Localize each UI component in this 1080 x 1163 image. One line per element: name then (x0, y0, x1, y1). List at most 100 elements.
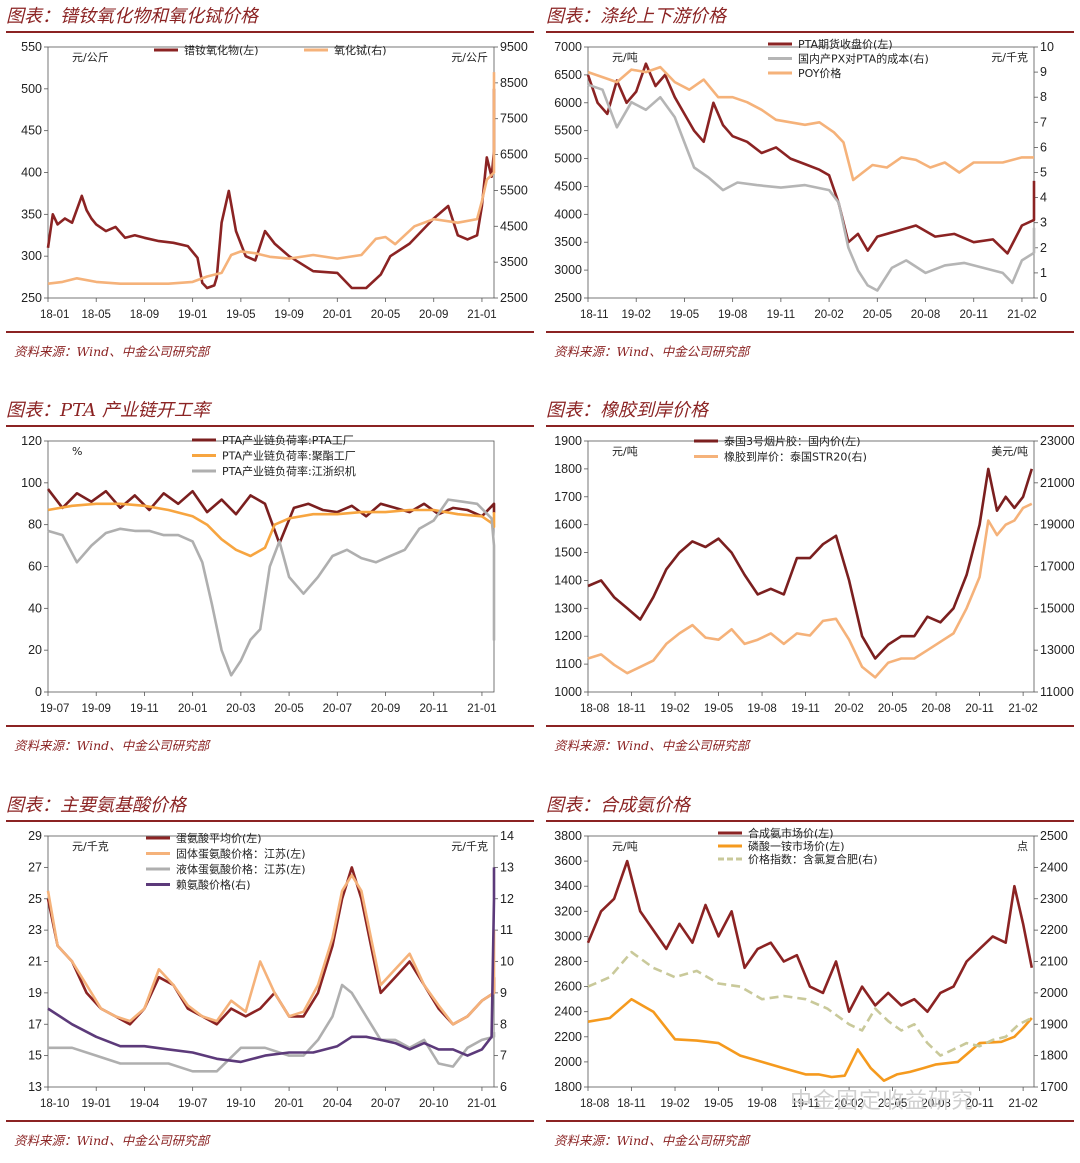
x-tick-label: 20-08 (921, 703, 950, 715)
x-tick-label: 20-10 (419, 1098, 448, 1110)
right-tick-label: 6500 (500, 148, 528, 162)
left-tick-label: 17 (28, 1017, 42, 1031)
left-tick-label: 20 (28, 643, 42, 657)
x-tick-label: 20-05 (371, 309, 400, 321)
left-tick-label: 300 (21, 249, 42, 263)
chart-title: 图表：合成氨价格 (546, 795, 690, 816)
x-tick-label: 21-01 (467, 309, 496, 321)
left-tick-label: 3000 (554, 929, 582, 943)
x-tick-label: 19-09 (274, 309, 303, 321)
chart-svg: 250 300 350 400 450 500 550 2500 3500 4500 5500 650… (6, 31, 534, 333)
x-tick-label: 20-08 (911, 309, 940, 321)
x-tick-label: 18-05 (82, 309, 111, 321)
x-tick-label: 20-01 (323, 309, 352, 321)
left-tick-label: 1000 (554, 685, 582, 699)
left-tick-label: 500 (21, 82, 42, 96)
chart-panel-amino-acid: 图表：主要氨基酸价格 13 15 17 19 21 23 25 27 29 6 7 8 9 10 11 12 1… (6, 793, 534, 1163)
left-tick-label: 15 (28, 1049, 42, 1063)
x-tick-label: 18-09 (130, 309, 159, 321)
x-tick-label: 20-05 (878, 703, 907, 715)
x-tick-label: 19-05 (226, 309, 255, 321)
right-tick-label: 9 (1040, 65, 1047, 79)
right-tick-label: 10 (1040, 40, 1054, 54)
left-tick-label: 2500 (554, 291, 582, 305)
x-tick-label: 20-02 (814, 309, 843, 321)
x-tick-label: 21-01 (467, 1098, 496, 1110)
x-tick-label: 19-08 (747, 703, 776, 715)
plot-frame (47, 46, 495, 299)
right-tick-label: 2200 (1040, 923, 1068, 937)
left-tick-label: 19 (28, 986, 42, 1000)
right-tick-label: 8 (1040, 90, 1047, 104)
x-tick-label: 19-02 (622, 309, 651, 321)
legend-label: 赖氨酸价格(右) (176, 878, 251, 892)
right-unit-label: 元/公斤 (451, 51, 488, 64)
chart-svg: 1800 2000 2200 2400 2600 2800 3000 3200 3400 3600… (546, 820, 1074, 1122)
left-tick-label: 7000 (554, 40, 582, 54)
x-tick-label: 21-01 (467, 703, 496, 715)
left-tick-label: 3800 (554, 829, 582, 843)
left-tick-label: 6000 (554, 96, 582, 110)
x-tick-label: 20-11 (965, 703, 994, 715)
right-tick-label: 8 (500, 1017, 507, 1031)
legend-label: 氧化铽(右) (334, 43, 387, 57)
right-tick-label: 8500 (500, 76, 528, 90)
left-tick-label: 3000 (554, 263, 582, 277)
legend-label: 合成氨市场价(左) (748, 826, 834, 840)
chart-panel-polyester: 图表：涤纶上下游价格 2500 3000 3500 4000 4500 5000 5500 6… (546, 4, 1074, 374)
series-line (47, 72, 496, 286)
x-tick-label: 19-10 (226, 1098, 255, 1110)
right-unit-label: 元/千克 (991, 51, 1028, 64)
x-tick-label: 20-02 (834, 1098, 863, 1110)
x-tick-label: 20-11 (419, 703, 448, 715)
legend-label: 固体蛋氨酸价格：江苏(左) (176, 847, 306, 861)
right-tick-label: 6 (500, 1080, 507, 1094)
x-tick-label: 19-05 (670, 309, 699, 321)
chart-panel-rubber: 图表：橡胶到岸价格 1000 1100 1200 1300 1400 1500 1600 17… (546, 398, 1074, 768)
x-tick-label: 19-11 (767, 309, 796, 321)
legend-label: 泰国3号烟片胶：国内价(左) (724, 434, 861, 448)
x-tick-label: 19-07 (178, 1098, 207, 1110)
left-tick-label: 60 (28, 560, 42, 574)
x-tick-label: 18-08 (580, 1098, 609, 1110)
x-tick-label: 20-09 (371, 703, 400, 715)
right-tick-label: 11000 (1040, 685, 1074, 699)
series-line (587, 502, 1033, 679)
left-tick-label: 27 (28, 860, 42, 874)
right-tick-label: 2100 (1040, 955, 1068, 969)
series-line (46, 866, 496, 1026)
left-tick-label: 450 (21, 124, 42, 138)
chart-panel-pta-operating-rate: 图表：PTA 产业链开工率 0 20 40 60 80 100 120% 19-07 19-09… (6, 398, 534, 768)
left-tick-label: 3600 (554, 854, 582, 868)
left-unit-label: 元/公斤 (72, 51, 109, 64)
x-tick-label: 18-10 (40, 1098, 69, 1110)
left-tick-label: 1300 (554, 601, 582, 615)
left-tick-label: 1900 (554, 434, 582, 448)
chart-svg: 2500 3000 3500 4000 4500 5000 5500 6000 6500 7000… (546, 31, 1074, 333)
left-tick-label: 2400 (554, 1005, 582, 1019)
left-tick-label: 1400 (554, 573, 582, 587)
left-unit-label: % (72, 445, 82, 458)
left-tick-label: 5500 (554, 124, 582, 138)
right-unit-label: 点 (1017, 840, 1028, 853)
right-unit-label: 美元/吨 (991, 445, 1028, 458)
right-tick-label: 4 (1040, 191, 1047, 205)
left-tick-label: 13 (28, 1080, 42, 1094)
right-tick-label: 3 (1040, 216, 1047, 230)
right-tick-label: 19000 (1040, 518, 1074, 532)
x-tick-label: 19-02 (660, 1098, 689, 1110)
left-tick-label: 4500 (554, 179, 582, 193)
right-tick-label: 21000 (1040, 476, 1074, 490)
left-tick-label: 40 (28, 601, 42, 615)
x-tick-label: 18-11 (617, 703, 646, 715)
chart-title: 图表：PTA 产业链开工率 (6, 400, 210, 421)
left-tick-label: 80 (28, 518, 42, 532)
x-tick-label: 21-02 (1007, 309, 1036, 321)
legend-label: PTA产业链负荷率:江浙织机 (222, 464, 356, 478)
left-tick-label: 1500 (554, 546, 582, 560)
x-tick-label: 19-11 (791, 703, 820, 715)
x-tick-label: 20-11 (965, 1098, 994, 1110)
left-tick-label: 2200 (554, 1030, 582, 1044)
right-tick-label: 2000 (1040, 986, 1068, 1000)
x-tick-label: 19-05 (704, 1098, 733, 1110)
